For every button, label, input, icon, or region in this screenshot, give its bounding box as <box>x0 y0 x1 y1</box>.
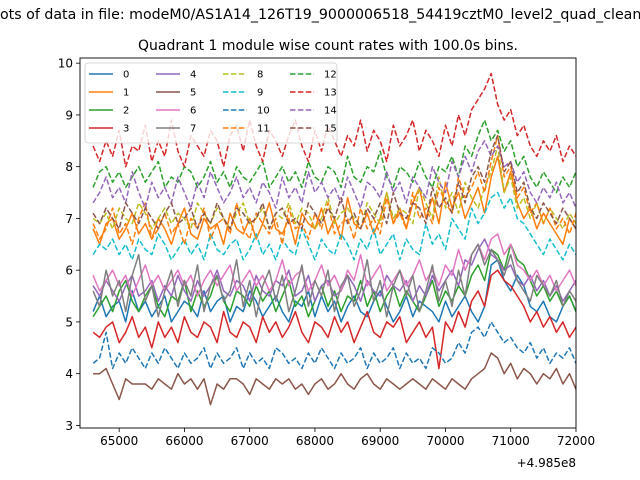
x-tick-label: 71000 <box>492 434 530 448</box>
x-tick-label: 68000 <box>296 434 334 448</box>
y-tick-label: 9 <box>65 108 73 122</box>
series-line-0 <box>92 259 576 323</box>
series-line-5 <box>93 352 576 406</box>
y-axis: 3 4 5 6 7 8 9 10 <box>58 57 80 433</box>
chart-title: Quadrant 1 module wise count rates with … <box>138 38 518 54</box>
series-line-14 <box>92 140 576 209</box>
x-tick-label: 65000 <box>100 434 138 448</box>
legend-label-14: 14 <box>324 106 337 117</box>
legend-label-11: 11 <box>257 124 270 135</box>
x-tick-label: 70000 <box>426 434 464 448</box>
x-tick-label: 67000 <box>231 434 269 448</box>
series-line-1 <box>92 155 576 246</box>
y-tick-label: 8 <box>65 160 73 174</box>
legend-label-2: 2 <box>123 106 129 117</box>
legend-label-5: 5 <box>190 88 196 99</box>
x-axis-offset-label: +4.985e8 <box>517 456 576 470</box>
series-line-7 <box>92 243 576 318</box>
legend-label-7: 7 <box>190 124 196 135</box>
series-line-3 <box>92 269 576 370</box>
legend-label-3: 3 <box>123 124 129 135</box>
y-tick-label: 3 <box>65 419 73 433</box>
legend-frame <box>84 62 338 144</box>
y-tick-label: 4 <box>65 367 73 381</box>
y-tick-label: 5 <box>65 315 73 329</box>
legend-label-4: 4 <box>190 70 196 81</box>
x-tick-label: 69000 <box>361 434 399 448</box>
x-tick-label: 66000 <box>165 434 203 448</box>
legend-label-8: 8 <box>257 70 263 81</box>
y-tick-label: 10 <box>58 57 73 71</box>
x-axis: 65000 66000 67000 68000 69000 70000 71000 72000 <box>100 428 595 448</box>
series-line-10 <box>92 321 576 370</box>
series-line-8 <box>92 145 576 230</box>
series-layer <box>92 72 576 406</box>
legend-label-0: 0 <box>123 70 129 81</box>
figure-suptitle: Plots of data in file: modeM0/AS1A14_126… <box>0 7 640 23</box>
series-line-15 <box>92 134 576 230</box>
legend-label-1: 1 <box>123 88 129 99</box>
y-tick-label: 7 <box>65 212 73 226</box>
y-tick-label: 6 <box>65 264 73 278</box>
legend-label-10: 10 <box>257 106 270 117</box>
legend-label-6: 6 <box>190 106 196 117</box>
legend-label-15: 15 <box>324 124 337 135</box>
series-line-12 <box>92 119 576 194</box>
legend-label-12: 12 <box>324 70 337 81</box>
legend-label-13: 13 <box>324 88 337 99</box>
series-line-13 <box>92 72 576 168</box>
legend-label-9: 9 <box>257 88 263 99</box>
plot-frame <box>79 57 577 429</box>
x-tick-label: 72000 <box>557 434 595 448</box>
